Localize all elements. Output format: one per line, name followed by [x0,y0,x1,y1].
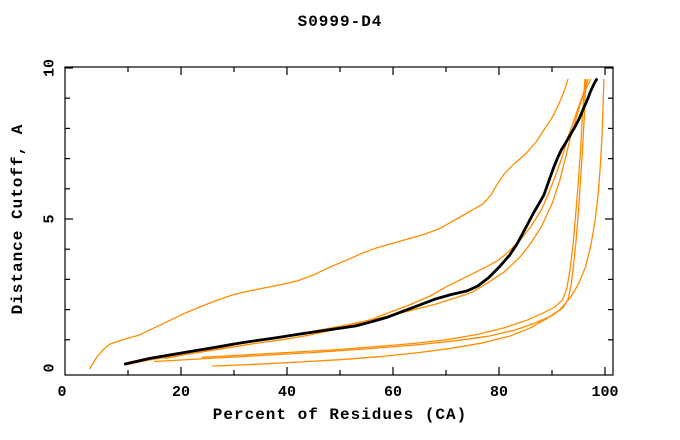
x-tick-label: 0 [57,384,66,401]
series-orange-curve-5 [201,78,586,358]
y-axis-title: Distance Cutoff, A [9,123,27,315]
y-tick-label: 0 [41,363,58,372]
x-tick-label: 80 [490,384,508,401]
y-tick-label: 5 [41,214,58,223]
series-orange-curve-1 [89,78,569,370]
x-tick-label: 60 [384,384,402,401]
y-tick-label: 10 [41,59,58,77]
series-black-curve [123,78,598,366]
x-tick-label: 40 [278,384,296,401]
axes-frame [64,66,614,376]
x-tick-label: 100 [591,384,618,401]
series-orange-curve-6 [212,78,605,367]
series-orange-curve-2 [124,78,589,366]
x-axis-title: Percent of Residues (CA) [212,406,468,424]
x-tick-label: 20 [172,384,190,401]
chart-title: S0999-D4 [297,13,383,31]
